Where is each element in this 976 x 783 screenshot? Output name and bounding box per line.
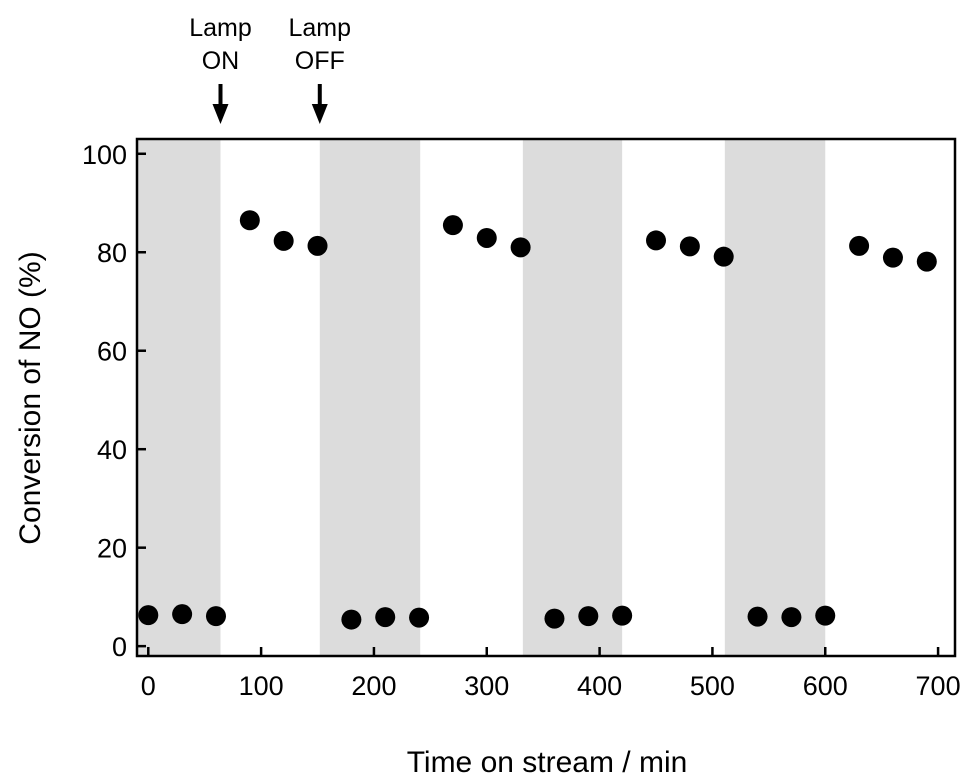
data-point-7 [375, 607, 396, 628]
x-tick-label-700: 700 [916, 671, 961, 701]
y-axis-title: Conversion of NO (%) [14, 251, 47, 544]
data-points [138, 210, 937, 630]
data-point-13 [578, 606, 599, 627]
x-tick-label-100: 100 [239, 671, 284, 701]
data-point-2 [205, 606, 226, 627]
data-point-21 [849, 235, 870, 256]
annotation-1-line-0: Lamp [289, 14, 352, 42]
y-tick-label-40: 40 [97, 435, 127, 465]
shaded-band-0 [137, 139, 221, 656]
data-point-5 [307, 235, 328, 256]
annotations: Lamp ON Lamp OFF [189, 14, 351, 124]
data-point-4 [273, 230, 294, 251]
y-tick-label-80: 80 [97, 238, 127, 268]
x-tick-label-400: 400 [577, 671, 622, 701]
data-point-6 [341, 609, 362, 630]
x-axis-title: Time on stream / min [407, 746, 688, 779]
lamp-off-bands [137, 139, 826, 656]
annotation-0-line-1: ON [202, 47, 240, 75]
data-point-20 [815, 605, 836, 626]
annotation-0-line-0: Lamp [189, 14, 252, 42]
plot-frame [135, 137, 957, 658]
y-tick-label-100: 100 [82, 140, 127, 170]
data-point-12 [544, 608, 565, 629]
shaded-band-2 [522, 139, 623, 656]
annotation-arrow-head-1 [311, 104, 328, 124]
annotation-arrow-head-0 [212, 104, 229, 124]
y-tick-label-0: 0 [112, 632, 127, 662]
data-point-16 [679, 236, 700, 257]
x-tick-label-300: 300 [464, 671, 509, 701]
shaded-band-1 [319, 139, 421, 656]
data-point-3 [239, 210, 260, 231]
shaded-band-3 [724, 139, 826, 656]
data-point-8 [409, 607, 430, 628]
y-tick-label-60: 60 [97, 337, 127, 367]
data-point-18 [747, 606, 768, 627]
annotation-1-line-1: OFF [295, 47, 345, 75]
data-point-9 [442, 215, 463, 236]
data-point-19 [781, 607, 802, 628]
axes: 0 100 200 300 400 500 600 700 0 20 40 60 80 100 [82, 137, 961, 701]
x-tick-label-600: 600 [803, 671, 848, 701]
data-point-22 [882, 247, 903, 268]
data-point-23 [916, 251, 937, 272]
data-point-15 [646, 230, 667, 251]
data-point-11 [510, 237, 531, 258]
x-tick-label-0: 0 [141, 671, 156, 701]
data-point-0 [138, 605, 159, 626]
x-tick-label-500: 500 [690, 671, 735, 701]
y-tick-label-20: 20 [97, 534, 127, 564]
data-point-10 [476, 227, 497, 248]
data-point-14 [612, 605, 633, 626]
data-point-17 [713, 246, 734, 267]
data-point-1 [172, 604, 193, 625]
x-tick-label-200: 200 [351, 671, 396, 701]
